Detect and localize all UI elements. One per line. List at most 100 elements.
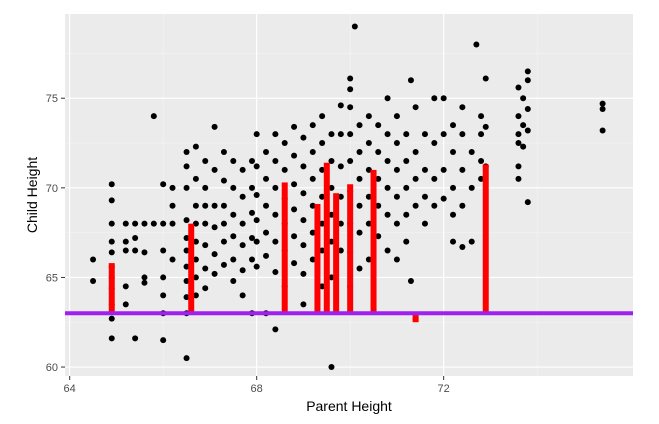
data-point: [272, 131, 279, 138]
data-point: [403, 157, 410, 164]
data-point: [281, 140, 288, 147]
data-point: [192, 143, 199, 150]
data-point: [431, 140, 438, 147]
x-axis-title: Parent Height: [306, 398, 392, 414]
data-point: [132, 235, 139, 242]
data-point: [253, 163, 260, 170]
data-point: [122, 301, 129, 308]
data-point: [150, 220, 157, 227]
data-point: [337, 102, 344, 109]
data-point: [253, 263, 260, 270]
data-point: [183, 163, 190, 170]
data-point: [468, 238, 475, 245]
minor-gridlines: [65, 14, 633, 376]
y-tick-label: 60: [46, 362, 58, 374]
data-point: [160, 220, 167, 227]
data-point: [248, 157, 255, 164]
data-point: [319, 247, 326, 254]
data-point: [108, 249, 115, 256]
data-point: [384, 184, 391, 191]
data-point: [291, 233, 298, 240]
data-point: [132, 220, 139, 227]
data-point: [347, 104, 354, 111]
data-point: [248, 256, 255, 263]
data-point: [122, 283, 129, 290]
data-point: [319, 220, 326, 227]
data-point: [169, 184, 176, 191]
data-point: [393, 193, 400, 200]
y-axis: 60 65 70 75: [46, 93, 65, 374]
data-point: [253, 131, 260, 138]
data-point: [473, 41, 480, 48]
data-point: [272, 184, 279, 191]
data-point: [239, 242, 246, 249]
data-point: [192, 175, 199, 182]
data-point: [524, 127, 531, 134]
data-point: [478, 131, 485, 138]
data-point: [230, 233, 237, 240]
data-point: [281, 166, 288, 173]
x-axis: 64 68 72: [64, 376, 450, 395]
data-point: [337, 163, 344, 170]
data-point: [192, 238, 199, 245]
data-point: [431, 202, 438, 209]
x-tick-label: 64: [64, 383, 76, 395]
data-point: [220, 177, 227, 184]
data-point: [183, 263, 190, 270]
data-point: [356, 229, 363, 236]
data-point: [393, 220, 400, 227]
data-point: [202, 184, 209, 191]
data-point: [599, 100, 606, 107]
data-point: [230, 211, 237, 218]
data-point: [300, 270, 307, 277]
data-point: [328, 211, 335, 218]
data-point: [263, 229, 270, 236]
data-point: [407, 77, 414, 84]
data-point: [122, 238, 129, 245]
data-point: [384, 247, 391, 254]
data-point: [407, 278, 414, 285]
data-point: [520, 95, 527, 102]
data-point: [482, 123, 489, 130]
data-point: [169, 256, 176, 263]
data-point: [90, 278, 97, 285]
data-point: [347, 75, 354, 82]
data-point: [524, 199, 531, 206]
data-point: [421, 193, 428, 200]
data-point: [90, 256, 97, 263]
data-point: [440, 95, 447, 102]
data-point: [365, 166, 372, 173]
residual-bar: [188, 223, 195, 314]
data-point: [202, 202, 209, 209]
data-point: [412, 175, 419, 182]
data-point: [202, 220, 209, 227]
data-point: [599, 105, 606, 112]
data-point: [459, 202, 466, 209]
residual-bars: [108, 162, 489, 323]
data-point: [183, 148, 190, 155]
data-point: [431, 175, 438, 182]
data-point: [202, 265, 209, 272]
data-point: [202, 285, 209, 292]
data-point: [239, 220, 246, 227]
data-point: [202, 157, 209, 164]
data-point: [459, 104, 466, 111]
data-point: [183, 235, 190, 242]
data-point: [356, 122, 363, 129]
y-tick-label: 75: [46, 93, 58, 105]
data-point: [337, 131, 344, 138]
data-point: [183, 294, 190, 301]
data-point: [230, 184, 237, 191]
data-point: [211, 270, 218, 277]
data-point: [300, 301, 307, 308]
data-point: [291, 152, 298, 159]
data-point: [183, 278, 190, 285]
data-point: [347, 157, 354, 164]
data-point: [403, 184, 410, 191]
data-point: [337, 220, 344, 227]
data-point: [141, 279, 148, 286]
data-point: [515, 163, 522, 170]
y-tick-label: 65: [46, 272, 58, 284]
data-point: [239, 193, 246, 200]
data-point: [384, 211, 391, 218]
